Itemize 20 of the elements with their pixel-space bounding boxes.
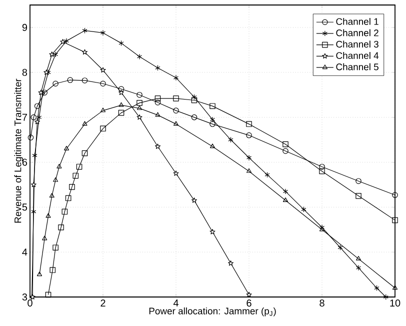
y-tick-label: 5: [22, 204, 28, 211]
x-tick-label: 6: [246, 300, 252, 307]
x-tick-label: 4: [173, 300, 178, 306]
y-tick-label: 4: [22, 248, 28, 256]
legend-label: Channel 3: [336, 40, 378, 48]
x-tick-label: 0: [28, 300, 32, 307]
x-tick-label: 8: [320, 300, 324, 307]
legend-label: Channel 5: [336, 63, 378, 70]
legend-label: Channel 4: [336, 52, 379, 59]
x-tick-label: 10: [390, 300, 400, 307]
y-axis-title: Revenue of Legitimate Transmitter: [14, 78, 24, 223]
y-tick-label: 9: [22, 24, 28, 31]
y-tick-label: 3: [22, 293, 28, 301]
legend-label: Channel 2: [336, 29, 378, 36]
y-tick-label: 8: [22, 68, 28, 76]
y-tick-label: 7: [22, 114, 27, 121]
x-axis-title: Power allocation: Jammer (p$_{J}$): [149, 307, 276, 316]
legend-label: Channel 1: [336, 18, 378, 25]
x-tick-label: 2: [100, 300, 106, 306]
y-tick-label: 6: [22, 158, 28, 166]
